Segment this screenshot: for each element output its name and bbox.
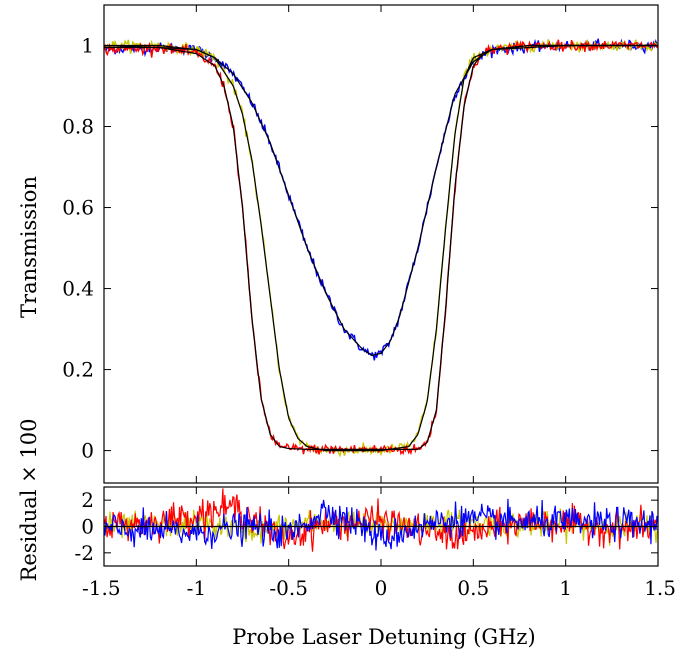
res-y-tick-label: -2 bbox=[75, 541, 94, 565]
transmission-series-group bbox=[103, 38, 659, 458]
y-tick-label: 0.8 bbox=[62, 115, 94, 139]
y-tick-label: 0.4 bbox=[62, 277, 94, 301]
y-tick-label: 0.6 bbox=[62, 196, 94, 220]
x-tick-label: 0.5 bbox=[457, 576, 489, 600]
transmission-ticks: 0 0.2 0.4 0.6 0.8 1 bbox=[62, 5, 659, 483]
y-tick-label: 1 bbox=[81, 34, 94, 58]
x-tick-label: 1 bbox=[559, 576, 572, 600]
data-curve-1 bbox=[103, 38, 659, 458]
y-tick-label: 0.2 bbox=[62, 358, 94, 382]
y-axis-label-residual: Residual × 100 bbox=[17, 419, 41, 582]
fit-curve-3 bbox=[103, 44, 658, 356]
x-tick-label: 1.5 bbox=[644, 576, 676, 600]
y-axis-label-transmission: Transmission bbox=[17, 176, 41, 318]
fit-curve-4 bbox=[104, 44, 658, 452]
residual-series-group bbox=[103, 488, 659, 552]
data-curve-0 bbox=[103, 38, 658, 361]
residual-plot-frame bbox=[103, 486, 659, 567]
residual-curve-2 bbox=[103, 498, 659, 551]
x-tick-label: -1.5 bbox=[82, 576, 121, 600]
y-tick-label: 0 bbox=[81, 439, 94, 463]
transmission-panel: 0 0.2 0.4 0.6 0.8 1 bbox=[62, 4, 659, 484]
fit-curve-5 bbox=[104, 44, 658, 450]
x-axis-label: Probe Laser Detuning (GHz) bbox=[232, 625, 535, 649]
res-y-tick-label: 2 bbox=[81, 488, 94, 512]
residual-ticks: -202-1.5 -1 -0.5 0 0.5 1 1.5 bbox=[75, 487, 676, 600]
data-curve-2 bbox=[103, 39, 659, 456]
x-tick-label: -0.5 bbox=[269, 576, 308, 600]
x-tick-label: 0 bbox=[375, 576, 388, 600]
res-y-tick-label: 0 bbox=[81, 515, 94, 539]
x-tick-label: -1 bbox=[187, 576, 206, 600]
residual-panel: -202-1.5 -1 -0.5 0 0.5 1 1.5 bbox=[75, 486, 676, 600]
transmission-plot-frame bbox=[103, 4, 659, 484]
